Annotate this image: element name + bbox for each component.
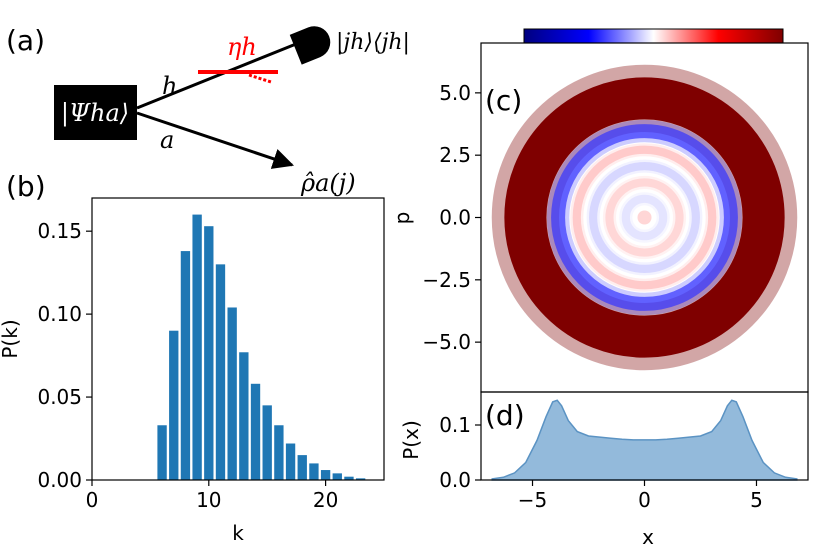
- y-axis-label-d: P(x): [399, 420, 423, 460]
- bar: [309, 463, 319, 480]
- mode-a-label: a: [160, 126, 174, 154]
- ring: [551, 124, 738, 311]
- y-ticks-b: 0.00 0.05 0.10 0.15: [37, 219, 92, 492]
- x-ticks-b: 0 10 20: [86, 480, 338, 512]
- bar: [239, 352, 249, 480]
- ring: [589, 162, 700, 273]
- y-tick-label: 5.0: [439, 81, 471, 105]
- y-axis-label-b: P(k): [0, 319, 22, 358]
- output-state-label: ρ̂a(j): [300, 169, 356, 197]
- ring: [504, 77, 785, 358]
- bar: [192, 214, 202, 480]
- mode-h-line: [136, 42, 297, 110]
- x-tick-label: 0: [86, 488, 99, 512]
- panel-b-bar-chart: (b) 0 10 20 0.00 0.05 0.10 0.15 k P(k): [0, 170, 385, 545]
- state-label: |Ψha⟩: [61, 99, 129, 128]
- state-box: [54, 85, 137, 140]
- ring-center: [637, 210, 652, 225]
- panel-label-d: (d): [485, 399, 525, 432]
- x-tick-label: 5: [750, 488, 763, 512]
- bar: [227, 307, 237, 480]
- mode-h-label: h: [162, 72, 177, 100]
- loss-branch: [248, 73, 272, 84]
- y-tick-label: 0.0: [439, 468, 471, 492]
- bar-series: [157, 214, 366, 480]
- colorbar: [523, 28, 784, 44]
- x-tick-label: 10: [196, 488, 221, 512]
- y-tick-label: −2.5: [422, 268, 471, 292]
- detector-icon: [289, 26, 331, 65]
- bar: [274, 425, 284, 480]
- axes-frame-b: [91, 197, 385, 481]
- x-axis-label-d: x: [642, 525, 654, 549]
- y-tick-label: 0.15: [37, 219, 82, 243]
- x-tick-label: −5: [518, 488, 547, 512]
- bar: [297, 455, 307, 480]
- y-ticks-c: −5.0 −2.5 0.0 2.5 5.0: [422, 81, 481, 354]
- panel-d-area-chart: −5 0 5 0.0 0.1 (d) x P(x): [399, 391, 809, 549]
- bar: [285, 443, 296, 480]
- wigner-rings: [491, 64, 798, 371]
- y-tick-label: 0.10: [37, 302, 82, 326]
- x-axis-label-b: k: [232, 521, 244, 545]
- bar: [215, 264, 226, 480]
- panel-label-c: (c): [485, 84, 522, 117]
- y-tick-label: 0.1: [439, 413, 471, 437]
- ring: [572, 145, 717, 290]
- mode-a-arrow: [136, 111, 294, 169]
- bar: [250, 383, 261, 480]
- ring: [621, 194, 668, 241]
- panel-label-a: (a): [6, 24, 45, 57]
- panel-c-heatmap: −0.030.000.03 −5.0−2.50.02.55.0 (c) p: [390, 28, 809, 393]
- y-axis-label-c: p: [390, 212, 414, 225]
- x-ticks-d: −5 0 5: [518, 480, 763, 512]
- y-ticks-d: 0.0 0.1: [439, 413, 481, 492]
- bar: [355, 478, 366, 480]
- y-tick-label: 2.5: [439, 143, 471, 167]
- distribution-area: [491, 399, 798, 481]
- detector-label: |jh⟩⟨jh|: [336, 30, 410, 55]
- y-tick-label: 0.00: [37, 468, 82, 492]
- bar: [344, 476, 354, 480]
- ring: [605, 178, 684, 257]
- x-tick-label: 0: [638, 488, 651, 512]
- y-tick-label: −5.0: [422, 330, 471, 354]
- bar: [180, 251, 191, 480]
- panel-label-b: (b): [6, 170, 46, 203]
- bar: [157, 425, 167, 480]
- bar: [204, 226, 214, 480]
- bar: [169, 330, 179, 480]
- bar: [332, 473, 342, 480]
- bar: [320, 470, 331, 480]
- y-tick-label: 0.0: [439, 206, 471, 230]
- y-tick-label: 0.05: [37, 385, 82, 409]
- x-tick-label: 20: [313, 488, 338, 512]
- panel-a-diagram: (a) |Ψha⟩ h a ηh |jh⟩⟨jh| ρ̂a(j): [6, 24, 410, 197]
- bar: [262, 405, 272, 480]
- loss-label: ηh: [227, 33, 257, 61]
